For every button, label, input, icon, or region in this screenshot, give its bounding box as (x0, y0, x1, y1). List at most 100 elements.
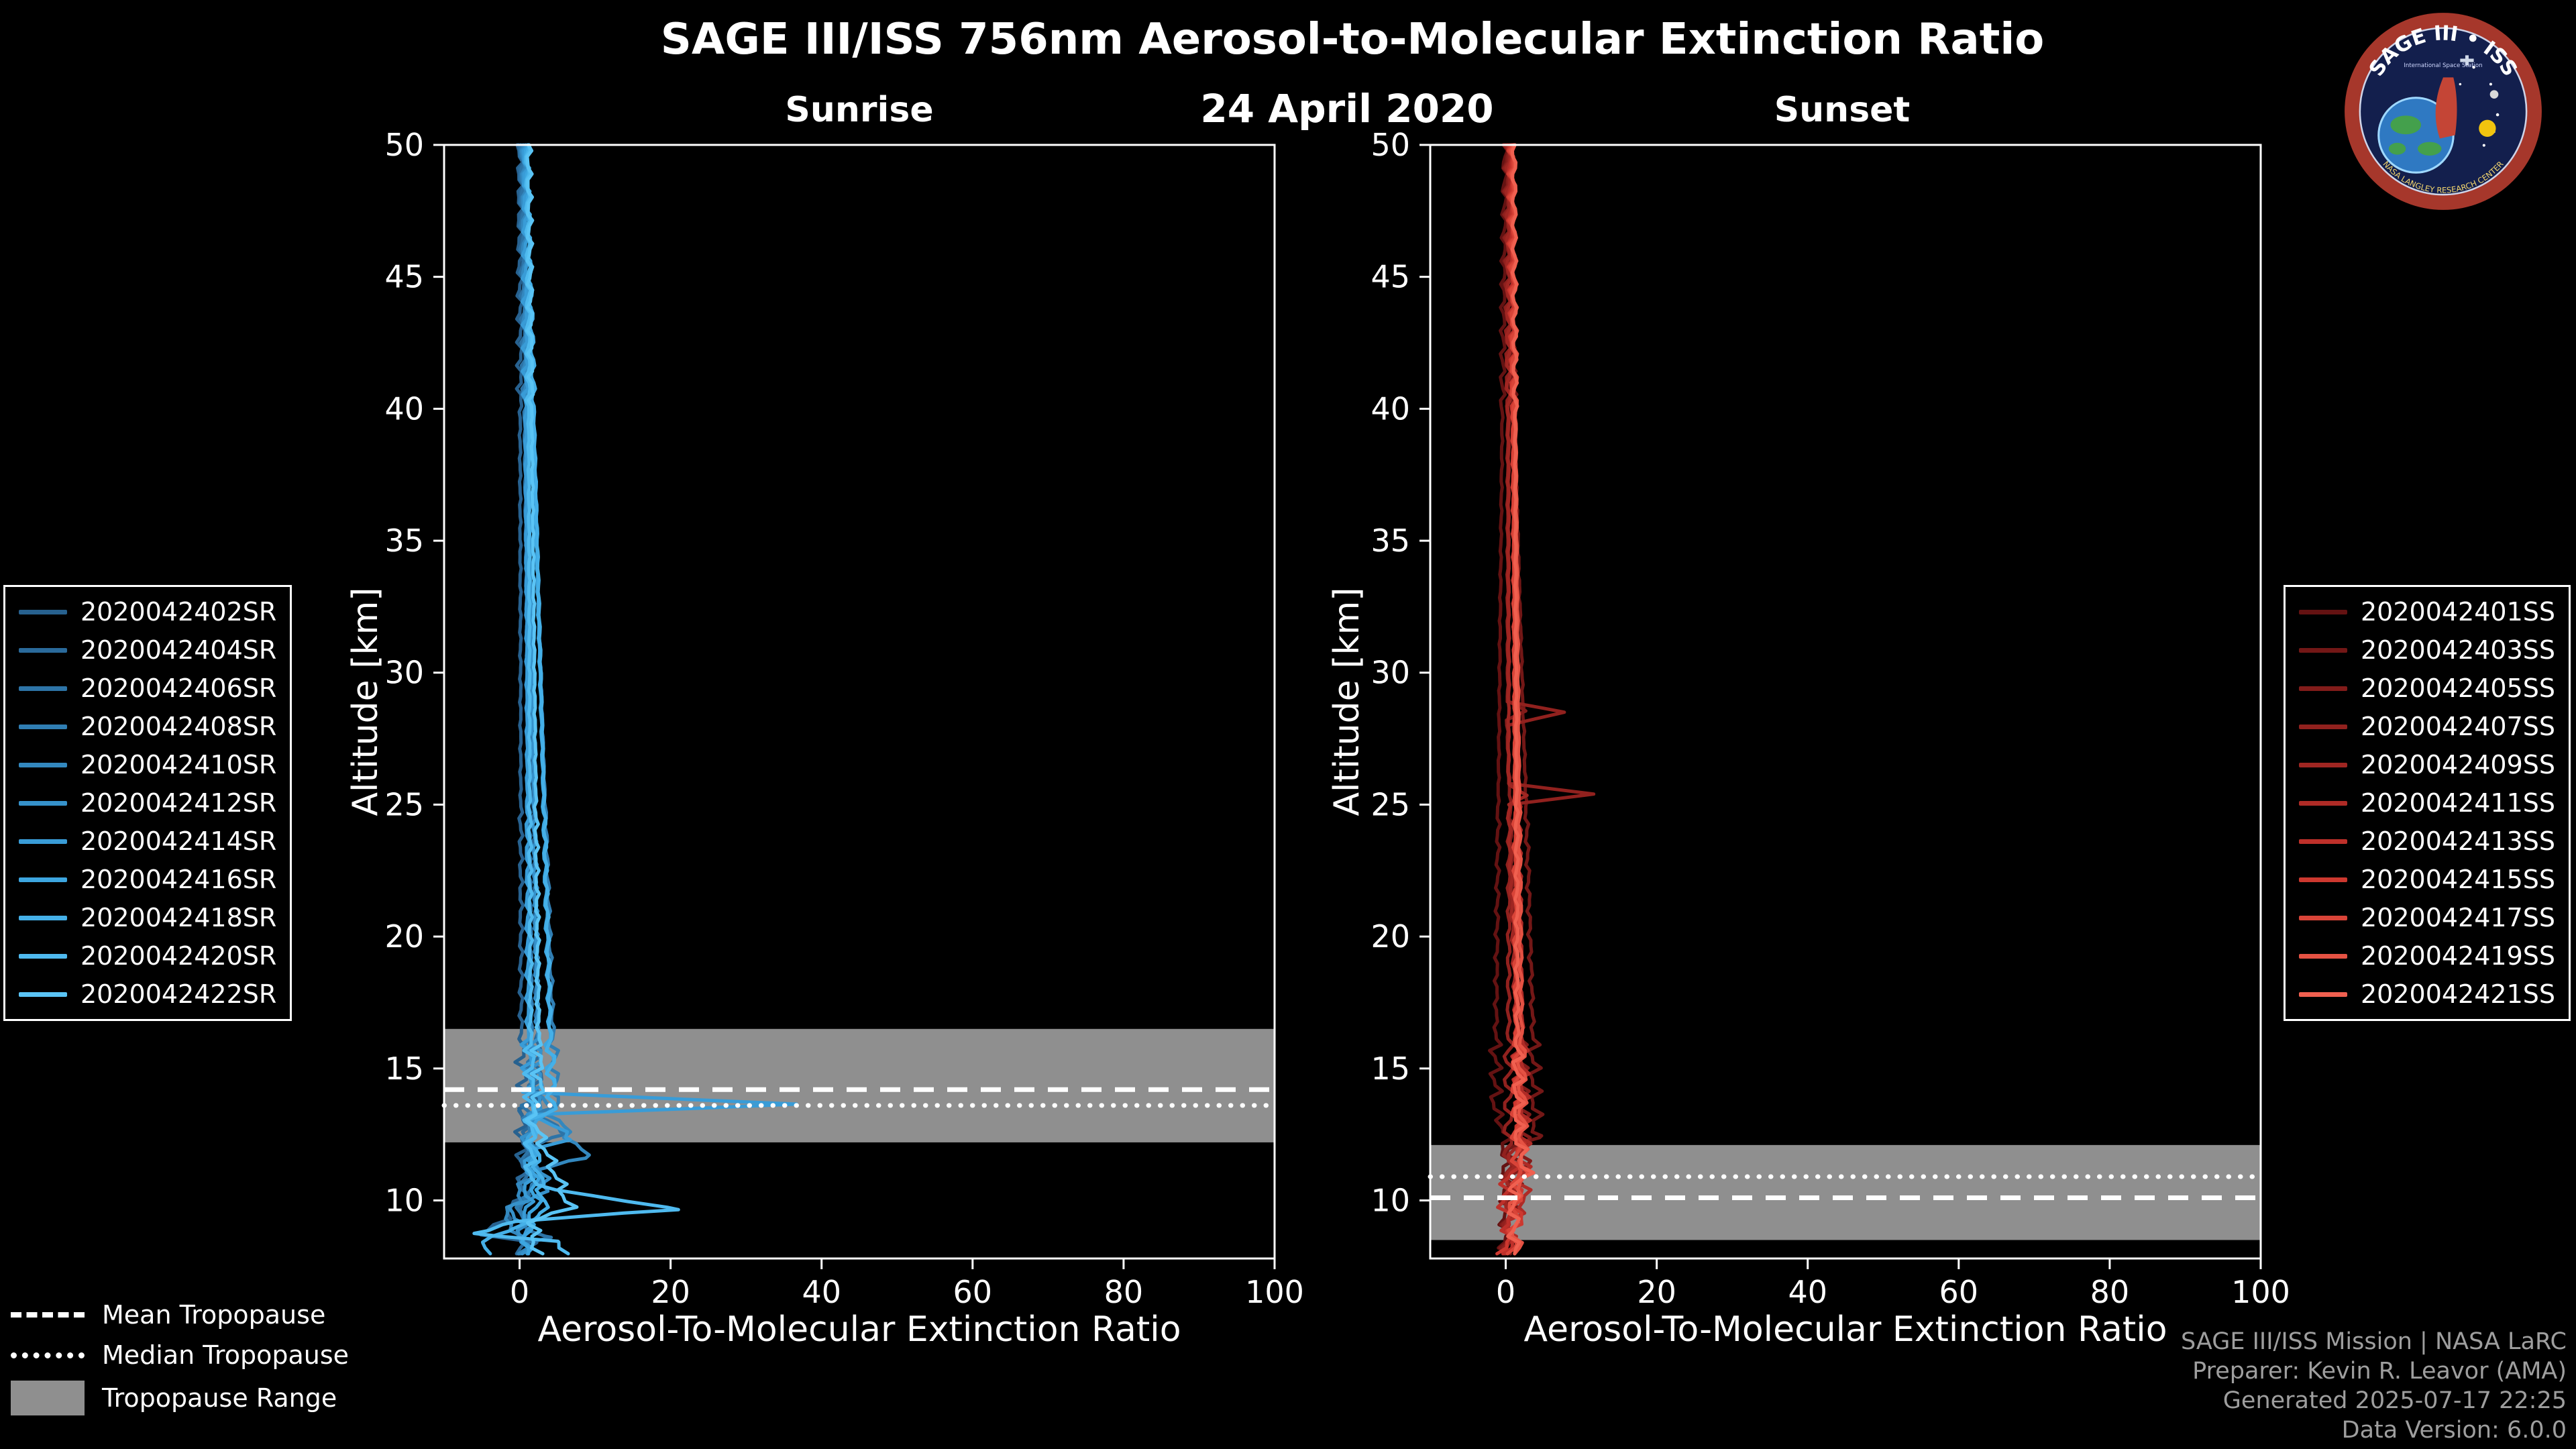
series-label: 2020042415SS (2360, 865, 2555, 894)
profile-line (1506, 143, 1536, 1256)
logo-subtitle-text: International Space Station (2404, 62, 2482, 69)
legend-item: 2020042413SS (2298, 826, 2555, 856)
series-color-swatch (2298, 686, 2347, 691)
series-label: 2020042414SR (80, 826, 277, 856)
x-axis-label-sunrise: Aerosol-To-Molecular Extinction Ratio (537, 1309, 1181, 1350)
legend-item: 2020042416SR (19, 865, 276, 894)
y-tick-label: 25 (384, 786, 424, 822)
profile-line (1488, 143, 1514, 1256)
series-label: 2020042417SS (2360, 903, 2555, 932)
series-color-swatch (19, 762, 67, 767)
series-color-swatch (19, 991, 67, 997)
series-color-swatch (19, 915, 67, 920)
y-tick-label: 20 (384, 918, 424, 955)
series-color-swatch (2298, 953, 2347, 959)
y-tick-label: 35 (384, 523, 424, 559)
median-tropopause-label: Median Tropopause (102, 1340, 349, 1370)
sunrise-subtitle: Sunrise (785, 90, 934, 130)
legend-item: 2020042414SR (19, 827, 276, 855)
tropopause-band (444, 1028, 1275, 1142)
tropopause-range-label: Tropopause Range (102, 1383, 337, 1413)
tropopause-range-legend-item: Tropopause Range (11, 1381, 349, 1415)
series-color-swatch (19, 839, 67, 844)
legend-item: 2020042402SR (19, 598, 276, 626)
series-color-swatch (19, 724, 67, 729)
y-tick-label: 30 (1371, 655, 1410, 691)
sunrise-legend: 2020042402SR 2020042404SR 2020042406SR 2020… (3, 585, 292, 1021)
series-color-swatch (19, 647, 67, 653)
credit-data-version: Data Version: 6.0.0 (2341, 1417, 2567, 1444)
x-axis-label-sunset: Aerosol-To-Molecular Extinction Ratio (1523, 1309, 2167, 1350)
sunset-subtitle: Sunset (1774, 90, 1911, 130)
y-tick-label: 30 (384, 655, 424, 691)
y-tick-label: 15 (1371, 1051, 1410, 1087)
legend-item: 2020042406SR (19, 674, 276, 702)
series-label: 2020042421SS (2360, 979, 2555, 1009)
legend-item: 2020042415SS (2298, 865, 2555, 894)
page-title: SAGE III/ISS 756nm Aerosol-to-Molecular … (660, 15, 2045, 64)
y-tick-label: 50 (384, 127, 424, 163)
logo-iss-icon (2460, 55, 2474, 66)
gray-band-swatch (11, 1381, 85, 1415)
credit-preparer: Preparer: Kevin R. Leavor (AMA) (2192, 1358, 2567, 1385)
series-label: 2020042416SR (80, 865, 277, 894)
x-tick-label: 20 (1637, 1274, 1676, 1310)
plot-border (443, 144, 1276, 1260)
x-tick-label: 60 (1939, 1274, 1979, 1310)
series-label: 2020042404SR (80, 635, 277, 665)
series-label: 2020042413SS (2360, 826, 2555, 856)
x-tick-label: 40 (802, 1274, 841, 1310)
series-color-swatch (2298, 609, 2347, 614)
x-tick-label: 100 (1245, 1274, 1304, 1310)
series-color-swatch (2298, 915, 2347, 920)
y-tick-label: 45 (384, 259, 424, 295)
y-tick-label: 10 (384, 1182, 424, 1218)
series-label: 2020042403SS (2360, 635, 2555, 665)
y-tick-label: 35 (1371, 523, 1410, 559)
sage-iss-logo: SAGE III • ISS International Space Stati… (2345, 13, 2542, 210)
logo-sun-icon (2479, 119, 2496, 137)
legend-item: 2020042412SR (19, 789, 276, 817)
series-label: 2020042412SR (80, 788, 277, 818)
y-tick-label: 45 (1371, 259, 1410, 295)
series-label: 2020042420SR (80, 941, 277, 971)
series-label: 2020042409SS (2360, 750, 2555, 780)
series-label: 2020042407SS (2360, 712, 2555, 741)
y-tick-label: 15 (384, 1051, 424, 1087)
series-color-swatch (19, 877, 67, 882)
y-tick-label: 50 (1371, 127, 1410, 163)
series-label: 2020042401SS (2360, 597, 2555, 627)
y-tick-label: 20 (1371, 918, 1410, 955)
logo-earth-land (2388, 115, 2442, 156)
series-label: 2020042406SR (80, 674, 277, 703)
legend-item: 2020042417SS (2298, 903, 2555, 932)
y-axis-label-sunset: Altitude [km] (1327, 587, 1367, 816)
legend-item: 2020042410SR (19, 751, 276, 779)
tropopause-legend: Mean Tropopause Median Tropopause Tropop… (11, 1300, 349, 1415)
x-tick-label: 80 (2090, 1274, 2130, 1310)
profile-line (525, 143, 579, 1256)
series-label: 2020042422SR (80, 979, 277, 1009)
series-color-swatch (2298, 877, 2347, 882)
x-tick-label: 20 (651, 1274, 690, 1310)
series-color-swatch (2298, 800, 2347, 806)
series-color-swatch (19, 953, 67, 959)
credit-mission: SAGE III/ISS Mission | NASA LaRC (2181, 1328, 2567, 1355)
series-color-swatch (2298, 839, 2347, 844)
x-tick-label: 0 (510, 1274, 529, 1310)
date-label: 24 April 2020 (1200, 86, 1494, 131)
series-color-swatch (19, 609, 67, 614)
sunset-legend: 2020042401SS 2020042403SS 2020042405SS 2020… (2283, 585, 2571, 1021)
legend-item: 2020042404SR (19, 636, 276, 664)
y-tick-label: 10 (1371, 1182, 1410, 1218)
legend-item: 2020042403SS (2298, 635, 2555, 665)
x-tick-label: 40 (1788, 1274, 1827, 1310)
series-label: 2020042408SR (80, 712, 277, 741)
series-label: 2020042410SR (80, 750, 277, 780)
median-tropopause-legend-item: Median Tropopause (11, 1340, 349, 1370)
y-axis-label-sunrise: Altitude [km] (345, 587, 386, 816)
legend-item: 2020042405SS (2298, 674, 2555, 703)
series-label: 2020042405SS (2360, 674, 2555, 703)
y-tick-label: 25 (1371, 786, 1410, 822)
